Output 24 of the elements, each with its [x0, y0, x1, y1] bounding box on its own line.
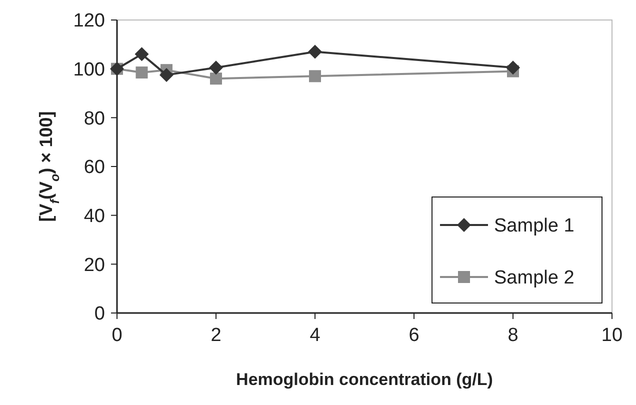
point — [160, 68, 174, 82]
y-tick-label: 120 — [73, 10, 105, 32]
point — [136, 66, 148, 78]
point — [308, 44, 322, 59]
point — [209, 60, 223, 75]
y-tick-label: 60 — [84, 157, 105, 178]
legend-label: Sample 1 — [494, 216, 574, 237]
y-tick-label: 80 — [84, 108, 105, 130]
x-tick-label: 4 — [310, 325, 321, 346]
x-tick-label: 6 — [408, 325, 420, 346]
x-axis-title: Hemoglobin concentration (g/L) — [236, 370, 493, 389]
point — [506, 60, 520, 75]
x-tick-label: 0 — [112, 325, 122, 346]
x-tick-label: 10 — [601, 325, 623, 346]
point — [210, 72, 222, 85]
y-tick-label: 20 — [84, 254, 105, 276]
x-tick-label: 2 — [210, 325, 222, 346]
point — [134, 47, 149, 62]
point — [309, 70, 321, 82]
y-tick-label: 0 — [94, 304, 105, 325]
y-tick-label: 40 — [84, 206, 105, 227]
x-tick-label: 8 — [508, 325, 518, 346]
legend-label: Sample 2 — [494, 268, 574, 289]
y-tick-label: 100 — [73, 59, 105, 80]
